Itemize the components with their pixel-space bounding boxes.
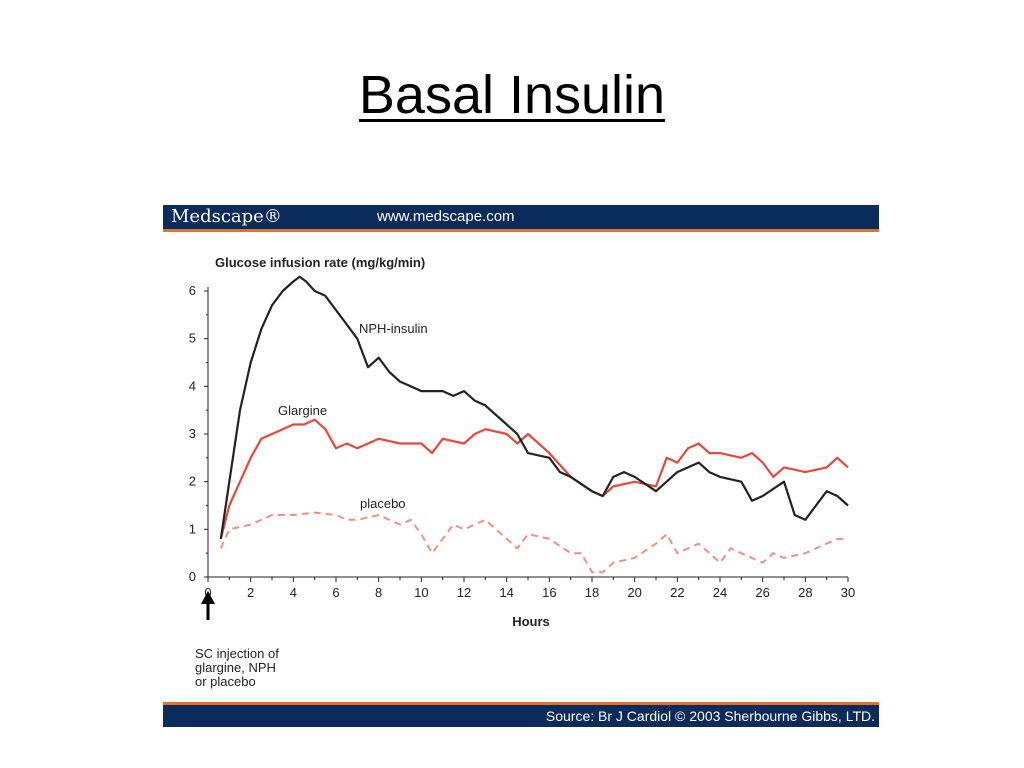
x-tick-label: 6	[332, 585, 339, 600]
series-line-glargine	[219, 418, 849, 540]
source-credit: Source: Br J Cardiol © 2003 Sherbourne G…	[545, 708, 875, 724]
chart-figure: Medscape® www.medscape.com Glucose infus…	[163, 205, 879, 727]
annotation-line-3: or placebo	[195, 674, 256, 689]
annotation-line-1: SC injection of	[195, 646, 279, 661]
x-tick-label: 28	[798, 585, 812, 600]
x-tick-label: 22	[670, 585, 684, 600]
x-tick-label: 26	[755, 585, 769, 600]
x-tick-label: 30	[841, 585, 855, 600]
footer-banner: Source: Br J Cardiol © 2003 Sherbourne G…	[163, 702, 879, 727]
injection-arrow-icon	[201, 591, 215, 620]
slide-title: Basal Insulin	[358, 65, 666, 125]
y-tick-label: 3	[189, 426, 196, 441]
series-label-nph: NPH-insulin	[359, 321, 428, 336]
x-tick-label: 24	[713, 585, 727, 600]
x-tick-label: 14	[499, 585, 513, 600]
banner-url[interactable]: www.medscape.com	[377, 208, 515, 225]
x-tick-label: 18	[585, 585, 599, 600]
x-tick-label: 2	[247, 585, 254, 600]
y-tick-label: 2	[189, 474, 196, 489]
series-label-placebo: placebo	[360, 496, 406, 511]
x-tick-label: 12	[457, 585, 471, 600]
annotation-line-2: glargine, NPH	[195, 660, 276, 675]
y-tick-label: 5	[189, 331, 196, 346]
x-tick-label: 16	[542, 585, 556, 600]
series-layer	[219, 275, 849, 574]
series-line-nph	[219, 275, 849, 540]
x-tick-label: 8	[375, 585, 382, 600]
medscape-logo: Medscape®	[171, 206, 282, 227]
y-tick-label: 1	[189, 521, 196, 536]
x-tick-label: 4	[290, 585, 297, 600]
x-axis: 024681012141618202224262830	[204, 576, 855, 600]
x-tick-label: 20	[627, 585, 641, 600]
line-chart: Glucose infusion rate (mg/kg/min) 012345…	[189, 255, 855, 689]
y-ticks: 0 1 2 3 4 5 6	[189, 283, 208, 584]
header-banner: Medscape® www.medscape.com	[163, 205, 879, 232]
y-tick-label: 0	[189, 569, 196, 584]
y-axis: 0 1 2 3 4 5 6	[189, 283, 209, 584]
y-tick-label: 6	[189, 283, 196, 298]
x-ticks: 024681012141618202224262830	[204, 577, 855, 600]
x-tick-label: 10	[414, 585, 428, 600]
series-line-placebo	[219, 511, 848, 574]
y-tick-label: 4	[189, 378, 196, 393]
x-axis-label: Hours	[512, 614, 550, 629]
series-label-glargine: Glargine	[278, 403, 327, 418]
y-axis-label: Glucose infusion rate (mg/kg/min)	[215, 255, 425, 270]
